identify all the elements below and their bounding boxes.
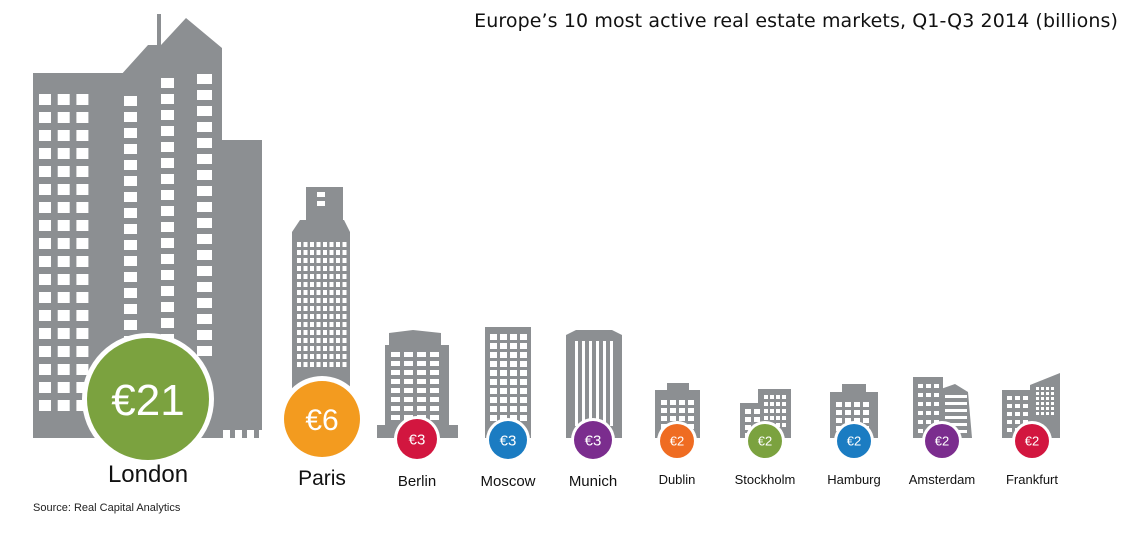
source-note: Source: Real Capital Analytics [33,502,181,514]
category-label-stockholm: Stockholm [735,472,796,487]
data-label-london: €21 [111,376,184,425]
bar-dublin [660,424,694,458]
category-label-berlin: Berlin [398,473,436,490]
category-label-amsterdam: Amsterdam [909,472,975,487]
category-label-frankfurt: Frankfurt [1006,472,1058,487]
data-label-munich: €3 [585,432,602,449]
bar-munich [574,421,612,459]
category-label-munich: Munich [569,473,617,490]
data-label-paris: €6 [305,404,338,437]
category-label-paris: Paris [298,467,346,490]
building-paris [292,187,350,408]
bar-stockholm [748,424,782,458]
bar-hamburg [837,424,871,458]
data-label-hamburg: €2 [847,434,861,449]
building-moscow [485,327,531,438]
data-label-frankfurt: €2 [1025,434,1039,449]
category-label-london: London [108,461,188,488]
chart-title: Europe’s 10 most active real estate mark… [474,10,1118,32]
bar-moscow [489,421,527,459]
category-label-dublin: Dublin [659,472,696,487]
bar-frankfurt [1015,424,1049,458]
bar-paris [284,381,360,457]
data-label-stockholm: €2 [758,434,772,449]
data-label-berlin: €3 [409,431,426,448]
category-label-moscow: Moscow [480,473,535,490]
bar-berlin [397,419,437,459]
bar-amsterdam [925,424,959,458]
data-label-dublin: €2 [670,434,684,449]
bar-london [87,338,209,460]
category-label-hamburg: Hamburg [827,472,880,487]
data-label-moscow: €3 [500,432,517,449]
data-label-amsterdam: €2 [935,434,949,449]
